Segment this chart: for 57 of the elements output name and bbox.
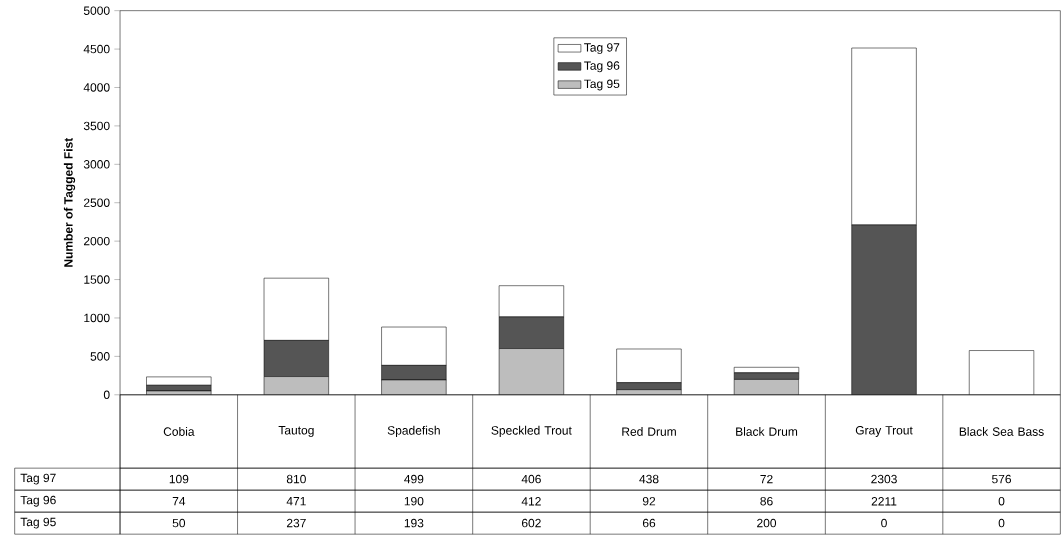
data-label: 0: [998, 496, 1005, 506]
y-tick-label: 2000: [83, 236, 110, 246]
data-label: 190: [404, 496, 424, 506]
bar: [616, 348, 682, 383]
text: Tag 96: [20, 495, 56, 507]
data-label: 200: [757, 518, 777, 528]
y-tick-label: 1500: [84, 275, 110, 284]
y-tick-label: 5000: [83, 6, 110, 15]
x-tick-label: Gray Trout: [855, 425, 913, 437]
y-tick-label: 3000: [83, 159, 110, 169]
data-label: 406: [521, 474, 541, 484]
data-label: 72: [760, 474, 773, 484]
data-label: 109: [169, 474, 189, 484]
data-label: 2211: [871, 496, 897, 506]
y-tick-label: 2500: [83, 198, 110, 207]
data-label: 237: [286, 518, 306, 528]
data-label: 74: [172, 497, 186, 506]
legend-label: Tag 96: [584, 61, 620, 73]
x-tick-label: Spadefish: [387, 425, 440, 437]
text: Tag 97: [20, 473, 56, 485]
data-label: 66: [642, 518, 656, 528]
x-tick-label: Red Drum: [622, 426, 676, 436]
data-label: 438: [639, 474, 659, 484]
text: Tag 95: [20, 517, 56, 529]
x-tick-label: Black Sea Bass: [959, 426, 1044, 436]
x-tick-label: Cobia: [163, 426, 195, 436]
bar: [498, 316, 565, 349]
y-axis-title: Number of Tagged Fist: [63, 137, 76, 267]
data-label: 86: [760, 496, 773, 506]
y-tick-label: 4000: [83, 83, 110, 92]
data-label: 50: [172, 518, 186, 528]
data-label: 0: [881, 518, 887, 528]
legend-label: Tag 97: [584, 43, 620, 54]
bar: [263, 340, 329, 377]
y-tick-label: 3500: [83, 121, 110, 131]
x-tick-label: Speckled Trout: [491, 425, 572, 437]
data-label: 2303: [871, 474, 897, 484]
x-tick-label: Black Drum: [736, 426, 798, 436]
y-tick-label: 500: [90, 352, 110, 361]
bar: [498, 285, 565, 318]
data-label: 602: [521, 518, 541, 528]
y-tick-label: 4500: [83, 44, 110, 54]
data-label: 471: [286, 497, 306, 506]
x-tick-label: Tautog: [278, 426, 314, 437]
y-tick-label: 1000: [84, 313, 110, 323]
bar: [381, 326, 447, 366]
bar: [263, 277, 329, 341]
data-label: 499: [404, 474, 424, 484]
data-label: 92: [642, 496, 656, 506]
data-label: 576: [991, 474, 1012, 484]
y-tick-label: 0: [103, 390, 110, 399]
data-label: 0: [998, 518, 1005, 528]
legend-label: Tag 95: [584, 79, 620, 91]
data-label: 810: [286, 474, 306, 484]
bar: [851, 224, 917, 395]
data-label: 412: [521, 496, 541, 506]
data-label: 193: [404, 518, 424, 528]
